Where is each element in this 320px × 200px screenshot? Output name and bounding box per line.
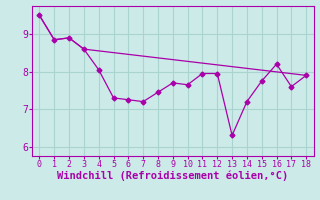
X-axis label: Windchill (Refroidissement éolien,°C): Windchill (Refroidissement éolien,°C) (57, 171, 288, 181)
